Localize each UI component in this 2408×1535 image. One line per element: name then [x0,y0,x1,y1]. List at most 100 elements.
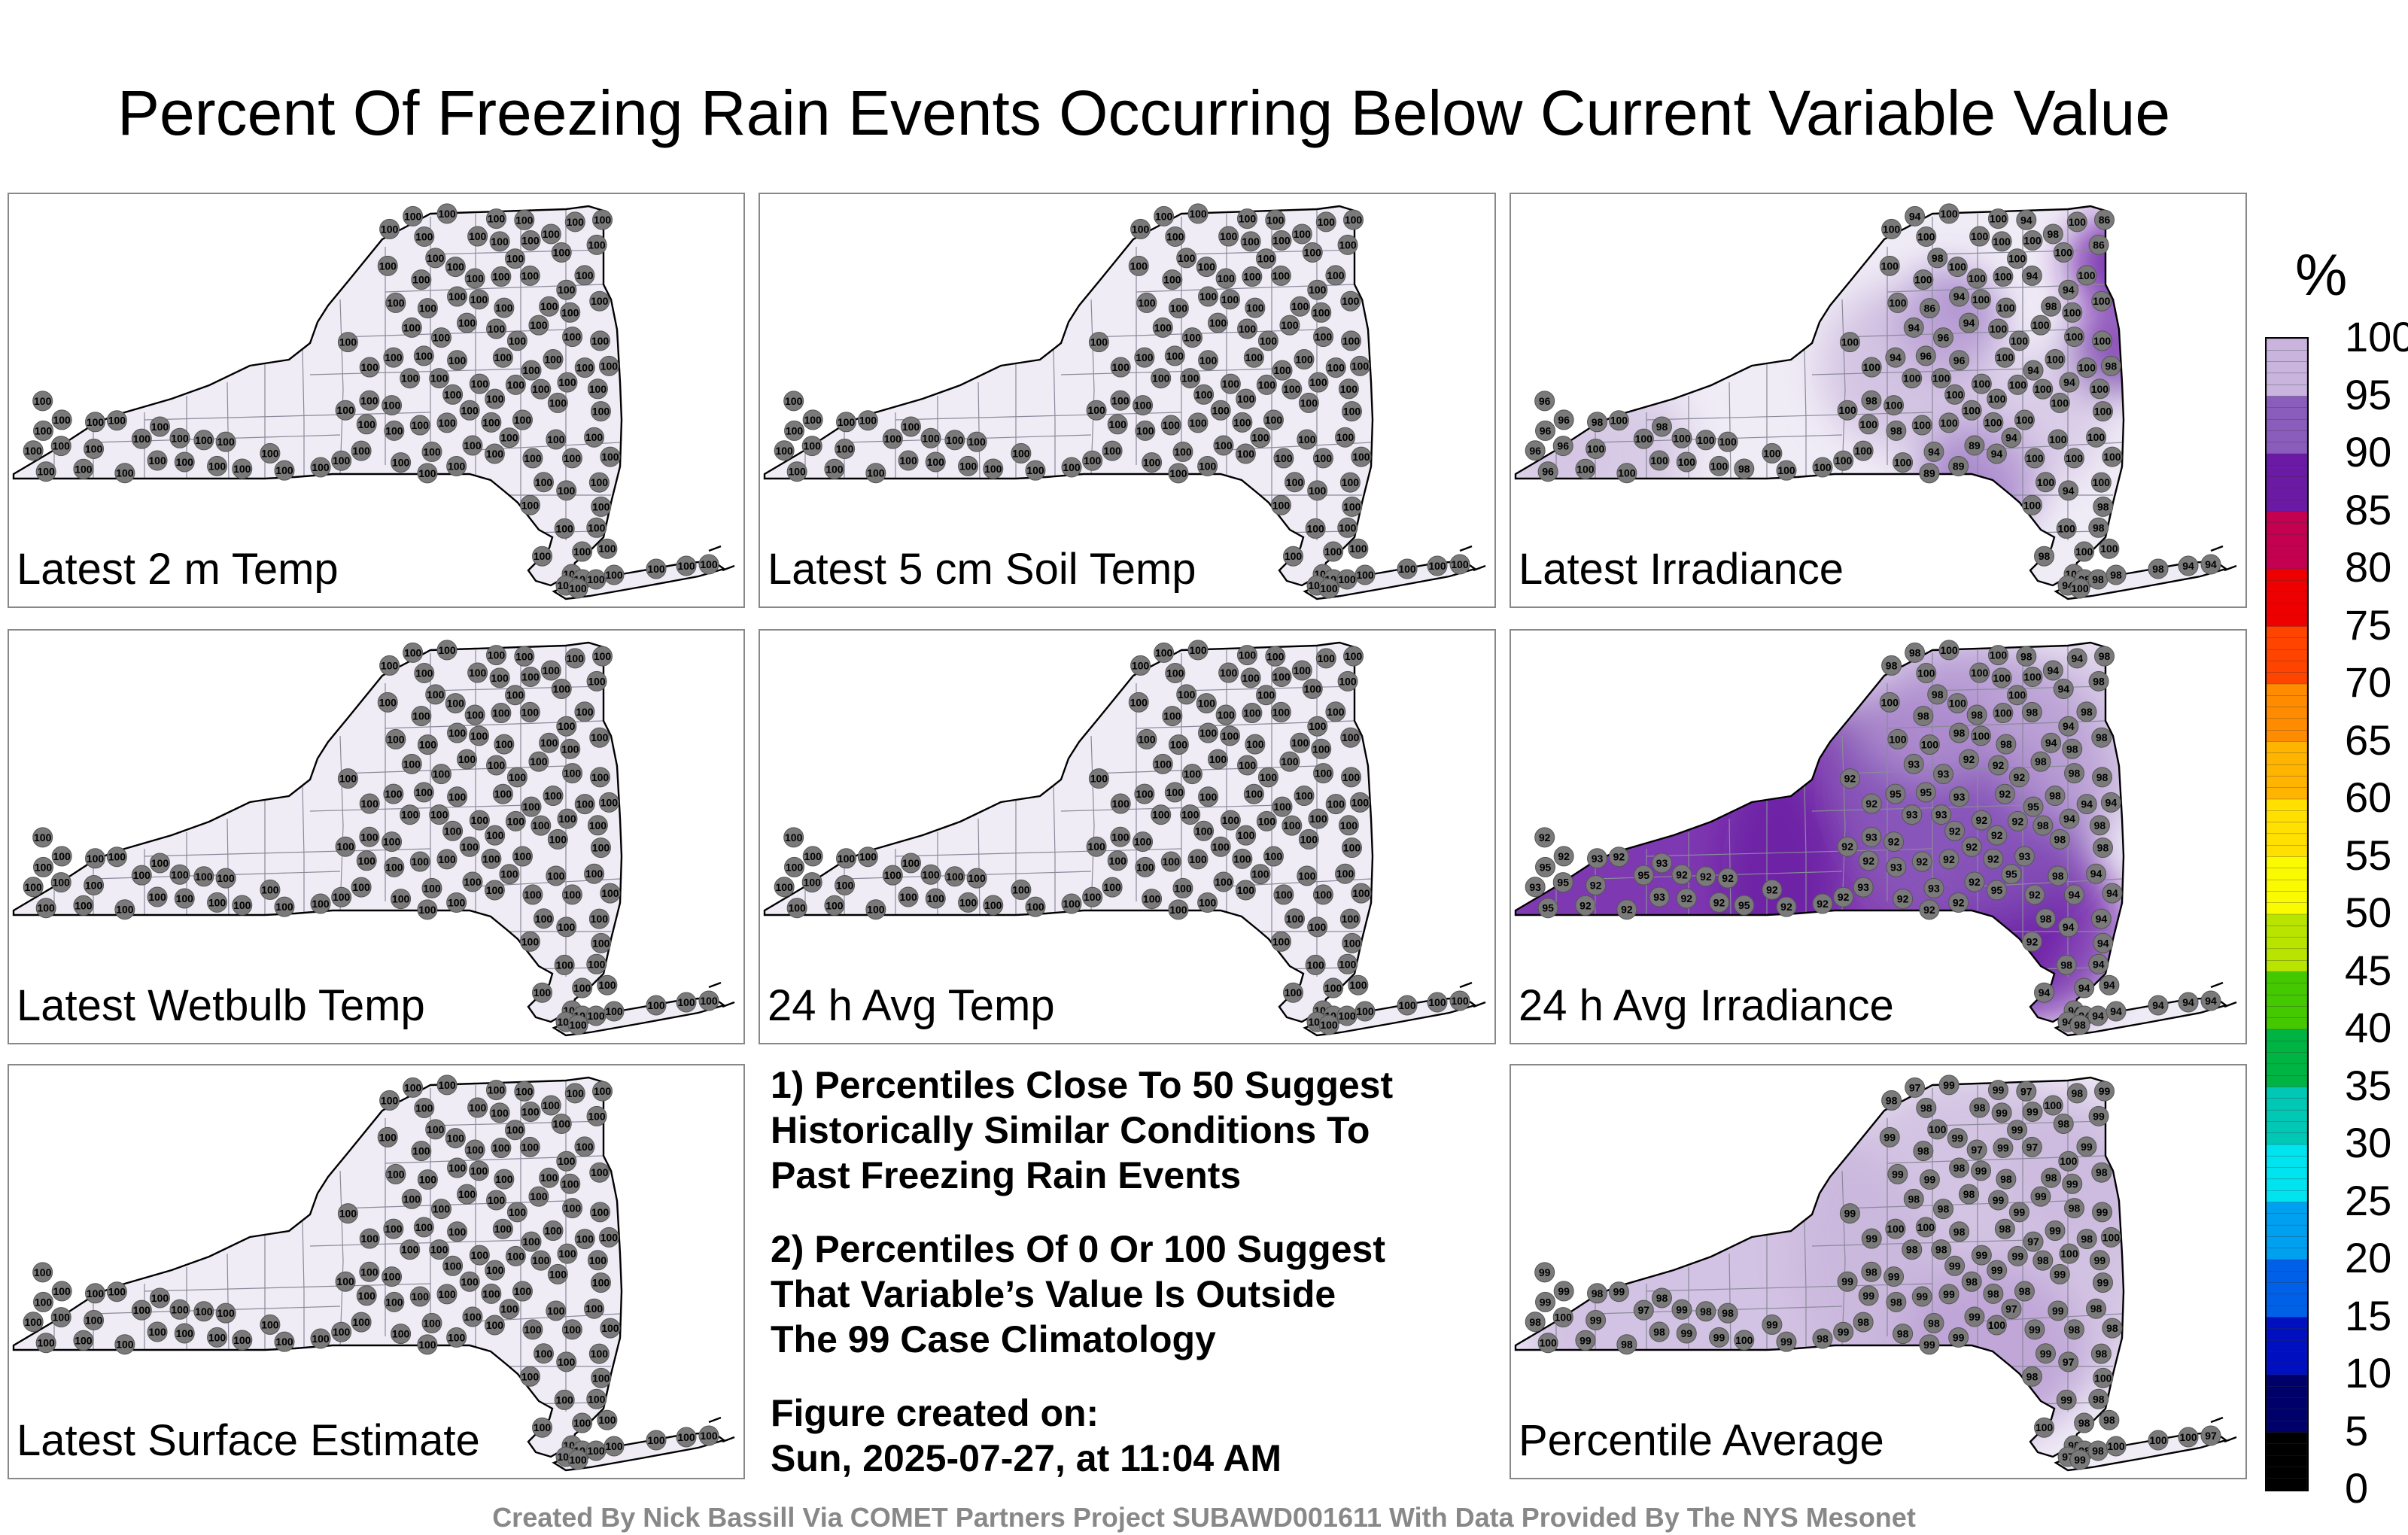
station-marker: 99 [2022,1102,2043,1123]
station-marker: 92 [1971,810,1992,831]
station-value: 100 [532,383,550,395]
station-marker: 98 [2063,1319,2084,1340]
station-value: 100 [387,1168,405,1180]
station-marker: 100 [561,448,582,469]
station-value: 100 [85,1314,103,1326]
station-marker: 100 [1312,448,1333,469]
station-value: 100 [1169,467,1187,479]
station-value: 100 [500,1303,518,1315]
station-marker: 96 [1553,409,1574,430]
station-value: 100 [1215,439,1233,451]
station-marker: 100 [783,827,804,848]
station-marker: 98 [1881,1090,1902,1111]
station-value: 100 [2046,354,2064,366]
station-value: 100 [867,467,885,479]
station-value: 92 [1613,851,1625,863]
station-value: 100 [1246,302,1264,314]
station-marker: 99 [1991,1102,2012,1123]
station-marker: 98 [2076,701,2097,722]
station-marker: 86 [2094,209,2115,230]
station-value: 100 [600,360,619,372]
station-value: 100 [1576,463,1595,475]
state-outline [1514,641,2125,1023]
station-marker: 100 [528,1186,549,1207]
station-value: 100 [1281,319,1299,331]
station-value: 99 [1969,1311,1981,1323]
station-value: 100 [482,853,500,865]
station-marker: 94 [2023,360,2044,381]
colorbar-bin [2267,533,2307,547]
station-marker: 100 [359,793,380,814]
station-marker: 99 [1944,1255,1966,1276]
station-marker: 100 [1237,318,1258,339]
station-value: 100 [438,208,456,220]
station-value: 100 [1111,394,1130,406]
station-value: 100 [87,853,105,865]
station-value: 99 [1923,1339,1935,1351]
station-marker: 95 [1552,872,1573,893]
station-marker: 100 [491,266,512,287]
station-marker: 98 [2045,786,2066,807]
station-value: 100 [1835,454,1853,467]
station-value: 100 [555,959,573,971]
station-marker: 98 [2074,1412,2095,1433]
station-value: 94 [2063,284,2075,296]
station-value: 92 [1766,883,1778,895]
colorbar-bin [2267,1374,2307,1387]
station-marker: 100 [561,884,582,905]
station-value: 98 [1890,1296,1902,1308]
station-value: 100 [261,883,279,895]
station-marker: 99 [1887,1163,1908,1184]
station-marker: 98 [2087,1440,2109,1461]
station-marker: 100 [32,827,53,848]
station-value: 100 [447,1132,465,1144]
station-value: 93 [1928,882,1940,894]
station-marker: 100 [1236,208,1257,229]
station-marker: 100 [983,458,1004,479]
station-marker: 92 [1948,892,1969,913]
station-value: 98 [2096,731,2108,743]
station-value: 100 [1988,393,2006,405]
station-marker: 100 [519,494,540,515]
station-marker: 100 [983,895,1004,916]
station-value: 100 [133,433,151,445]
station-value: 100 [492,271,510,283]
station-marker: 100 [462,1306,483,1327]
station-value: 93 [1592,853,1604,865]
station-marker: 100 [1187,640,1209,661]
station-marker: 99 [1988,1190,2009,1211]
station-marker: 100 [1351,446,1372,467]
station-value: 100 [1163,710,1181,722]
station-value: 94 [2096,913,2108,925]
station-value: 100 [2066,452,2084,464]
station-marker: 100 [356,1285,377,1306]
station-marker: 100 [600,883,621,904]
station-marker: 100 [207,1327,228,1348]
colorbar-bin [2267,1029,2307,1041]
station-value: 98 [1932,252,1944,264]
station-value: 92 [2014,771,2026,783]
station-marker: 93 [1649,886,1670,907]
station-marker: 100 [1164,782,1185,803]
colorbar-bin [2267,913,2307,926]
station-value: 100 [471,814,489,826]
station-value: 100 [1026,901,1044,913]
station-marker: 100 [519,1366,540,1387]
station-value: 100 [514,1285,532,1297]
station-marker: 99 [1858,1285,1879,1306]
station-value: 100 [1894,457,1912,469]
station-marker: 98 [1949,722,1970,743]
station-marker: 100 [484,880,505,901]
station-marker: 100 [1966,268,1987,289]
station-marker: 98 [2030,751,2051,772]
state-fill [14,1078,622,1457]
station-value: 98 [1987,1287,1999,1299]
station-marker: 98 [1525,1312,1546,1333]
station-value: 100 [1212,404,1230,416]
station-value: 94 [2205,558,2217,570]
station-value: 99 [2029,1324,2041,1336]
station-marker: 100 [898,886,919,907]
station-marker: 93 [1949,786,1970,807]
station-marker: 100 [1734,1330,1755,1351]
station-marker: 100 [1308,372,1329,393]
